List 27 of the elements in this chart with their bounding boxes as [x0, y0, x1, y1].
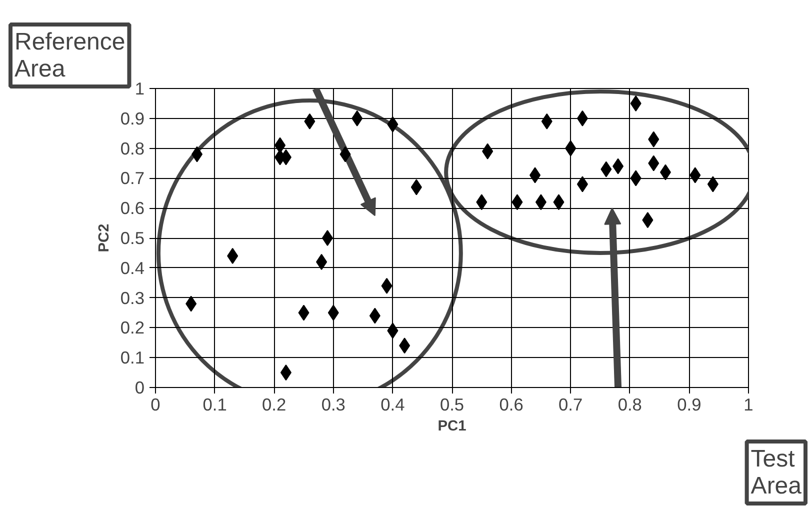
y-tick-label: 0.9: [120, 108, 145, 128]
y-axis-title: PC2: [96, 224, 112, 252]
point: [322, 230, 333, 246]
text: Reference Area: [14, 28, 126, 82]
x-tick-label: 0: [150, 394, 160, 414]
x-tick-label: 0.9: [677, 394, 702, 414]
x-tick-label: 0.8: [618, 394, 642, 414]
y-tick-label: 1: [134, 78, 145, 98]
y-tick-label: 0.7: [120, 168, 145, 188]
y-tick-label: 0.8: [120, 138, 145, 158]
y-tick-label: 0.5: [120, 228, 145, 248]
text: Test Area: [750, 446, 802, 500]
x-tick-label: 0.3: [321, 394, 346, 414]
x-axis-title: PC1: [438, 418, 466, 434]
y-tick-label: 0: [134, 378, 145, 398]
x-tick-label: 0.5: [440, 394, 464, 414]
y-tick-label: 0.4: [120, 258, 145, 278]
x-tick-label: 0.2: [262, 394, 286, 414]
x-tick-label: 0.1: [202, 394, 227, 414]
x-tick-label: 1: [744, 394, 754, 414]
x-tick-label: 0.7: [558, 394, 583, 414]
x-tick-label: 0.4: [380, 394, 406, 414]
y-tick-label: 0.1: [120, 348, 145, 368]
y-tick-label: 0.3: [120, 288, 145, 308]
y-tick-label: 0.2: [120, 318, 145, 338]
y-tick-label: 0.6: [120, 198, 145, 218]
x-tick-label: 0.6: [499, 394, 524, 414]
